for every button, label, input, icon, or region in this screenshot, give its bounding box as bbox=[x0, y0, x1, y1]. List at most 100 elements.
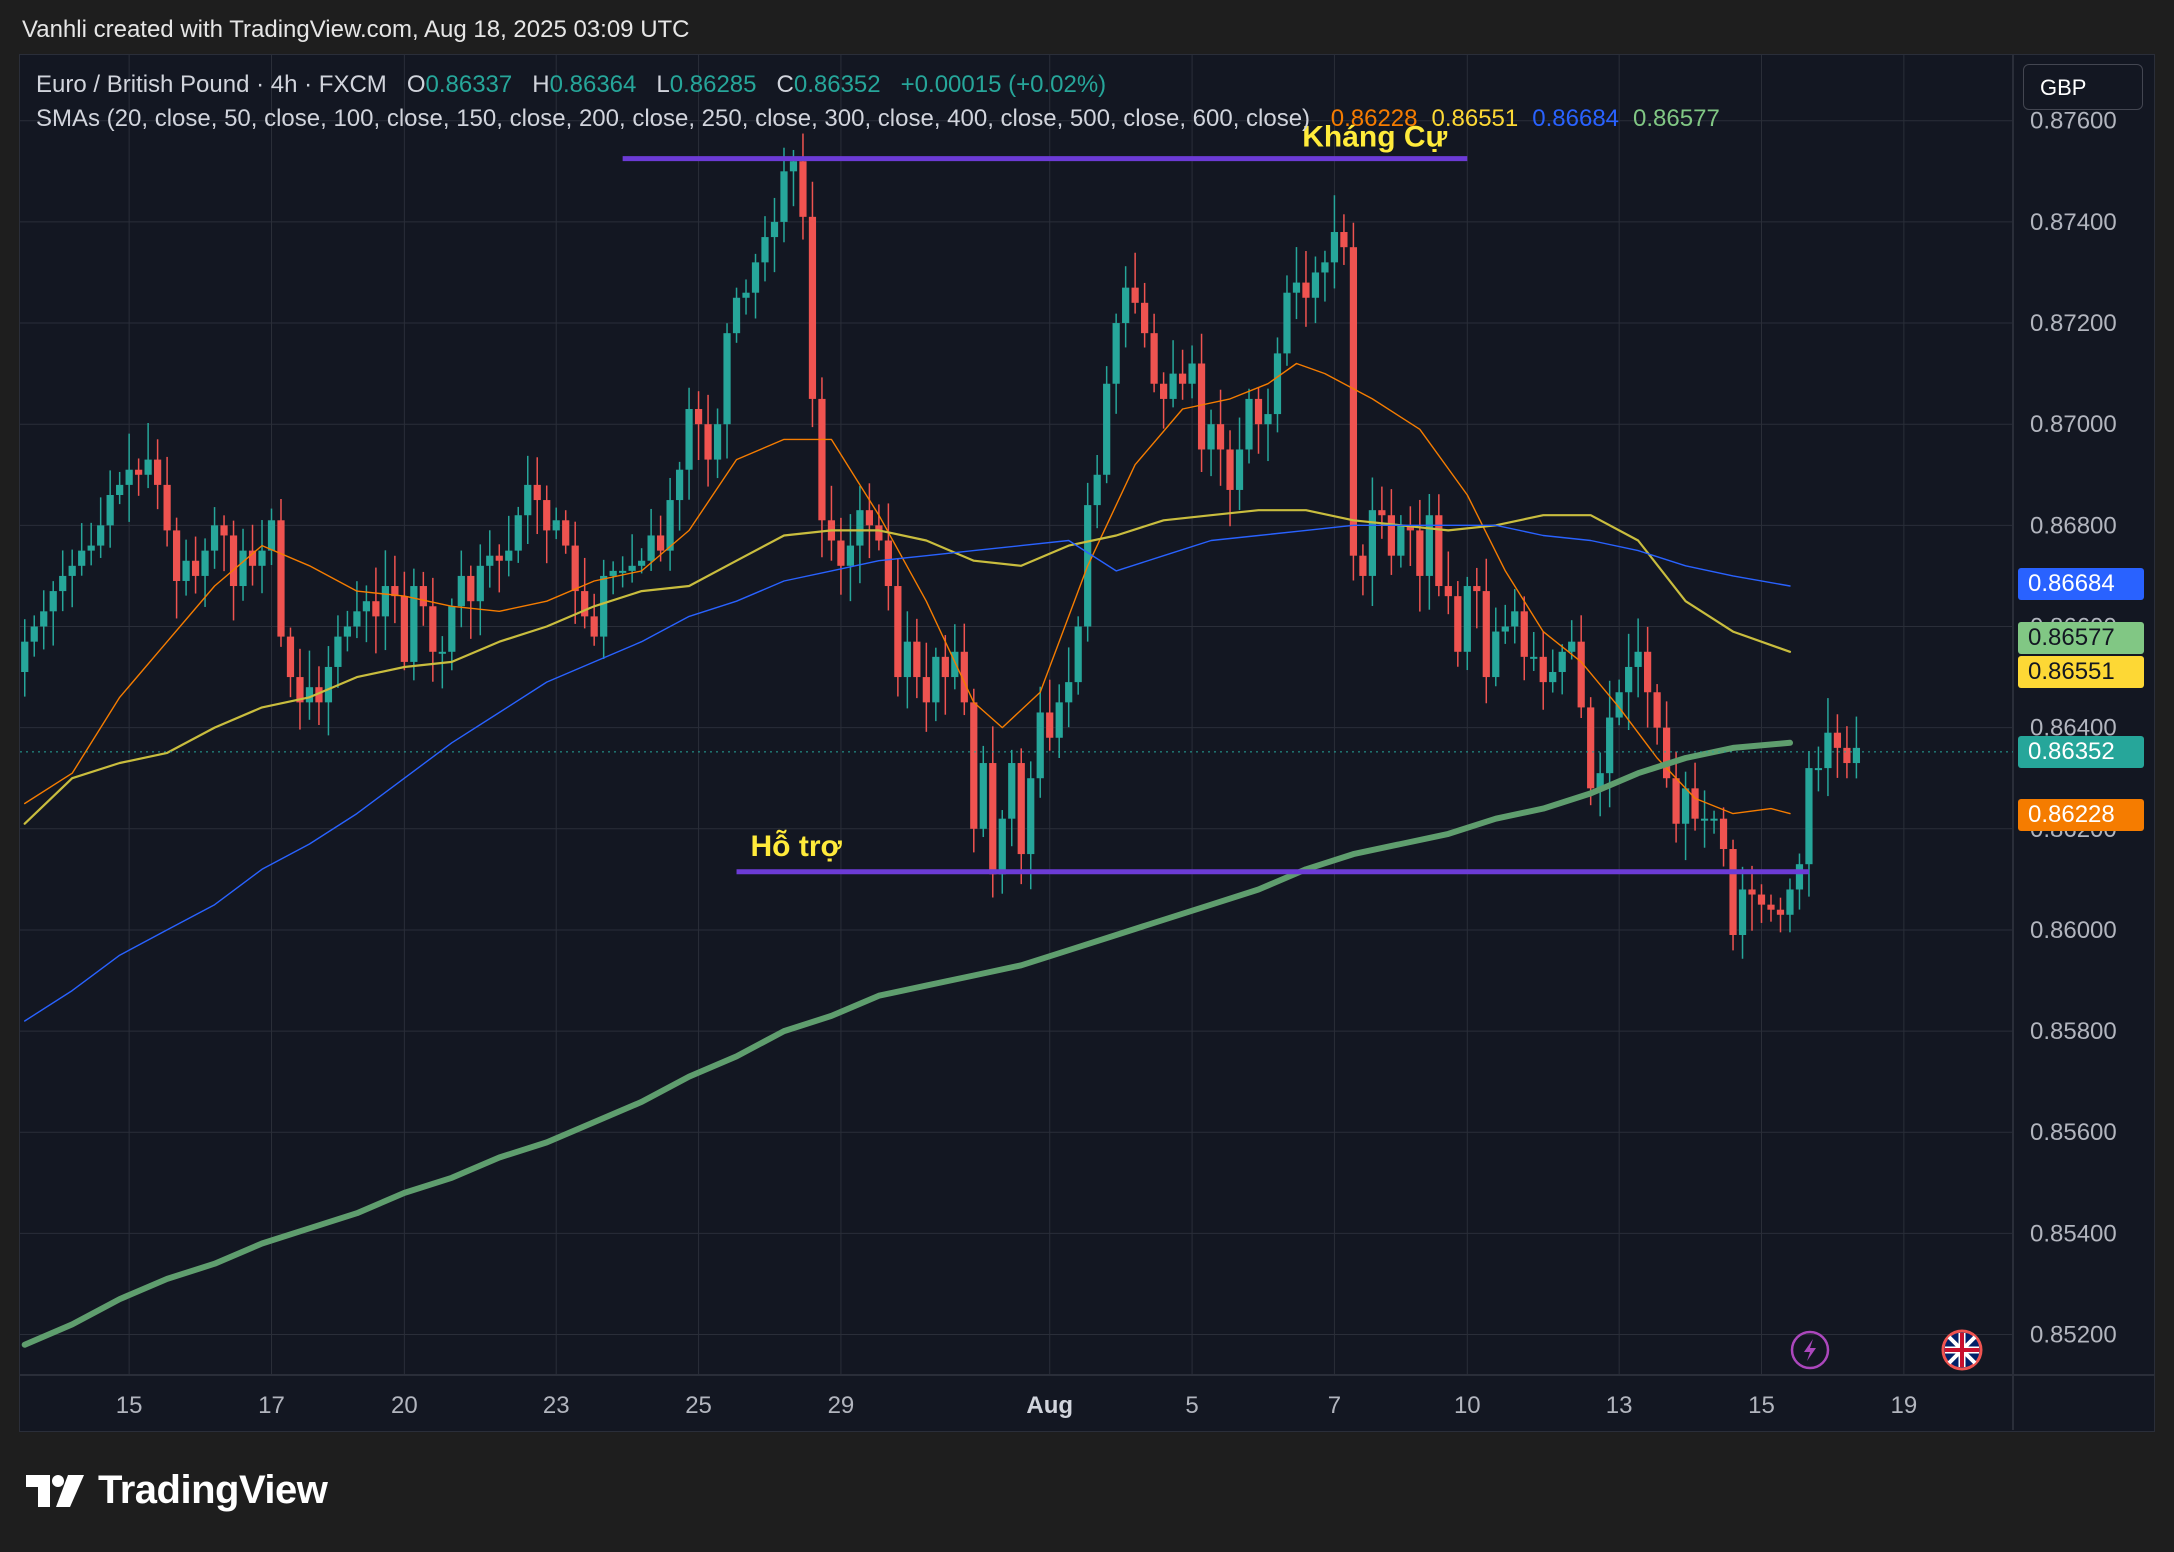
candle-body[interactable] bbox=[391, 586, 399, 597]
candle-body[interactable] bbox=[229, 535, 238, 587]
candle-body[interactable] bbox=[1644, 651, 1652, 693]
candle-body[interactable] bbox=[239, 550, 247, 587]
candle-body[interactable] bbox=[1254, 398, 1263, 425]
candle-body[interactable] bbox=[1159, 383, 1168, 399]
candle-body[interactable] bbox=[1321, 262, 1329, 273]
candle-body[interactable] bbox=[647, 535, 655, 561]
candle-body[interactable] bbox=[1587, 707, 1595, 789]
candle-body[interactable] bbox=[1226, 449, 1234, 490]
candle-body[interactable] bbox=[1122, 287, 1130, 324]
sma-line[interactable] bbox=[21, 739, 1793, 1348]
candle-body[interactable] bbox=[505, 550, 513, 561]
candle-body[interactable] bbox=[1302, 282, 1310, 298]
candle-body[interactable] bbox=[1036, 712, 1044, 779]
candle-body[interactable] bbox=[201, 550, 209, 576]
price-tag[interactable]: 0.86228 bbox=[2018, 798, 2144, 831]
candle-body[interactable] bbox=[334, 636, 342, 667]
candle-body[interactable] bbox=[372, 601, 380, 617]
candle-body[interactable] bbox=[1340, 232, 1348, 248]
candle-body[interactable] bbox=[438, 651, 446, 654]
candle-body[interactable] bbox=[1131, 287, 1139, 303]
candle-body[interactable] bbox=[172, 530, 181, 581]
candle-body[interactable] bbox=[552, 520, 560, 531]
candle-body[interactable] bbox=[1425, 515, 1433, 576]
candle-body[interactable] bbox=[865, 510, 874, 526]
candle-body[interactable] bbox=[989, 763, 997, 875]
price-tag[interactable]: 0.86684 bbox=[2018, 568, 2144, 600]
candle-body[interactable] bbox=[1074, 626, 1082, 683]
candle-body[interactable] bbox=[182, 560, 190, 581]
candle-body[interactable] bbox=[1406, 525, 1414, 531]
candle-body[interactable] bbox=[135, 469, 143, 475]
candle-body[interactable] bbox=[1539, 656, 1547, 683]
candle-body[interactable] bbox=[277, 520, 285, 637]
candle-body[interactable] bbox=[1311, 272, 1320, 298]
candle-body[interactable] bbox=[1197, 363, 1206, 450]
candle-body[interactable] bbox=[941, 656, 949, 678]
candle-body[interactable] bbox=[1473, 586, 1481, 592]
sma-line[interactable] bbox=[24, 524, 1791, 1022]
candle-body[interactable] bbox=[1833, 732, 1842, 748]
candle-body[interactable] bbox=[609, 570, 617, 576]
candle-body[interactable] bbox=[799, 161, 807, 217]
candle-body[interactable] bbox=[571, 545, 579, 592]
candle-body[interactable] bbox=[1492, 631, 1500, 678]
candle-body[interactable] bbox=[78, 550, 86, 566]
candle-body[interactable] bbox=[1634, 651, 1642, 667]
candle-body[interactable] bbox=[1681, 788, 1690, 824]
candle-body[interactable] bbox=[856, 510, 864, 546]
candle-body[interactable] bbox=[600, 575, 608, 637]
candle-body[interactable] bbox=[1112, 323, 1120, 384]
candle-body[interactable] bbox=[1568, 641, 1576, 652]
candle-body[interactable] bbox=[732, 297, 741, 334]
candle-body[interactable] bbox=[675, 469, 684, 501]
candle-body[interactable] bbox=[1055, 702, 1063, 738]
candle-body[interactable] bbox=[903, 641, 911, 678]
candle-body[interactable] bbox=[1710, 818, 1718, 821]
candle-body[interactable] bbox=[1757, 894, 1766, 905]
candle-body[interactable] bbox=[770, 221, 779, 238]
candle-body[interactable] bbox=[106, 495, 114, 526]
candle-body[interactable] bbox=[1245, 398, 1253, 450]
candle-body[interactable] bbox=[49, 591, 57, 612]
candle-body[interactable] bbox=[913, 641, 921, 678]
candle-body[interactable] bbox=[1814, 768, 1823, 771]
candle-body[interactable] bbox=[1046, 712, 1054, 738]
candle-body[interactable] bbox=[1719, 818, 1728, 850]
candle-body[interactable] bbox=[1672, 778, 1680, 824]
candle-body[interactable] bbox=[1748, 889, 1756, 895]
candle-body[interactable] bbox=[1027, 778, 1035, 855]
candle-body[interactable] bbox=[400, 596, 408, 662]
candle-body[interactable] bbox=[1700, 818, 1709, 821]
candle-body[interactable] bbox=[267, 520, 276, 551]
candle-body[interactable] bbox=[1349, 247, 1358, 556]
candle-body[interactable] bbox=[1188, 363, 1196, 384]
candle-body[interactable] bbox=[581, 591, 589, 617]
price-tag[interactable]: 0.86352 bbox=[2018, 735, 2144, 768]
candle-body[interactable] bbox=[68, 565, 76, 576]
candle-body[interactable] bbox=[476, 565, 484, 602]
candle-body[interactable] bbox=[1501, 626, 1509, 632]
candle-body[interactable] bbox=[1141, 302, 1149, 334]
candle-body[interactable] bbox=[884, 540, 892, 587]
candle-body[interactable] bbox=[1330, 232, 1339, 263]
candle-body[interactable] bbox=[1416, 530, 1424, 576]
candle-body[interactable] bbox=[1093, 474, 1101, 506]
candle-body[interactable] bbox=[1530, 656, 1538, 659]
candle-body[interactable] bbox=[1805, 768, 1813, 865]
candle-body[interactable] bbox=[448, 606, 456, 652]
candle-body[interactable] bbox=[305, 687, 314, 703]
candle-body[interactable] bbox=[524, 484, 532, 516]
candle-body[interactable] bbox=[419, 586, 427, 607]
candle-body[interactable] bbox=[1577, 641, 1585, 708]
candle-body[interactable] bbox=[562, 520, 570, 546]
candle-body[interactable] bbox=[1017, 763, 1025, 855]
candle-body[interactable] bbox=[1065, 682, 1073, 703]
candle-body[interactable] bbox=[1207, 424, 1215, 450]
candle-body[interactable] bbox=[998, 818, 1006, 875]
candle-body[interactable] bbox=[742, 292, 750, 298]
candle-body[interactable] bbox=[685, 409, 693, 470]
candle-body[interactable] bbox=[846, 545, 855, 566]
candle-body[interactable] bbox=[116, 484, 124, 495]
